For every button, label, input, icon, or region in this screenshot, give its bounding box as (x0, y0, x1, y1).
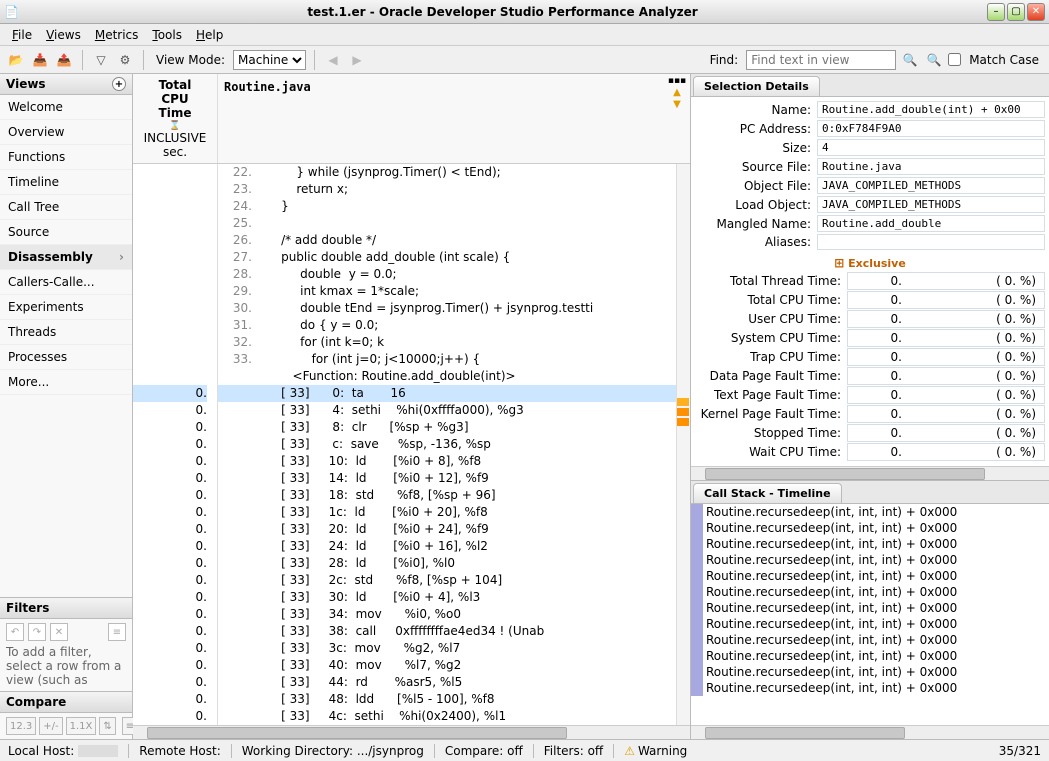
menu-help[interactable]: Help (190, 26, 229, 44)
status-warning[interactable]: ⚠Warning (624, 744, 687, 758)
status-wd: Working Directory: .../jsynprog (242, 744, 424, 758)
view-item-functions[interactable]: Functions (0, 145, 132, 170)
settings-icon[interactable]: ⚙ (115, 50, 135, 70)
view-item-callers-calle-[interactable]: Callers-Calle... (0, 270, 132, 295)
warning-icon: ⚠ (624, 744, 635, 758)
views-list: WelcomeOverviewFunctionsTimelineCall Tre… (0, 95, 132, 597)
views-add-button[interactable]: + (112, 77, 126, 91)
menu-tools[interactable]: Tools (146, 26, 188, 44)
callstack-row[interactable]: Routine.recursedeep(int, int, int) + 0x0… (691, 568, 1049, 584)
view-item-disassembly[interactable]: Disassembly› (0, 245, 132, 270)
filter-remove-icon[interactable]: ✕ (50, 623, 68, 641)
metric-values: 0.0.0.0.0.0.0.0.0.0.0.0.0.0.0.0.0.0.0.0.… (133, 164, 218, 725)
status-remotehost: Remote Host: (139, 744, 220, 758)
status-counter: 35/321 (999, 744, 1041, 758)
callstack-tab[interactable]: Call Stack - Timeline (693, 483, 842, 503)
callstack-row[interactable]: Routine.recursedeep(int, int, int) + 0x0… (691, 504, 1049, 520)
view-item-threads[interactable]: Threads (0, 320, 132, 345)
callstack-row[interactable]: Routine.recursedeep(int, int, int) + 0x0… (691, 648, 1049, 664)
code-area[interactable]: 22. } while (jsynprog.Timer() < tEnd);23… (218, 164, 676, 725)
nav-down-icon[interactable]: ▼ (673, 99, 681, 110)
open-icon[interactable]: 📂 (6, 50, 26, 70)
matchcase-checkbox[interactable] (948, 53, 961, 66)
status-filters: Filters: off (544, 744, 603, 758)
find-prev-icon[interactable]: 🔍 (900, 50, 920, 70)
viewmode-select[interactable]: Machine (233, 50, 306, 70)
app-icon: 📄 (4, 5, 20, 19)
callstack-row[interactable]: Routine.recursedeep(int, int, int) + 0x0… (691, 680, 1049, 696)
export-icon[interactable]: 📤 (54, 50, 74, 70)
view-item-overview[interactable]: Overview (0, 120, 132, 145)
views-header: Views + (0, 74, 132, 95)
find-label: Find: (706, 53, 743, 67)
callstack-row[interactable]: Routine.recursedeep(int, int, int) + 0x0… (691, 600, 1049, 616)
callstack-row[interactable]: Routine.recursedeep(int, int, int) + 0x0… (691, 632, 1049, 648)
filter-icon[interactable]: ▽ (91, 50, 111, 70)
compare-delta-button[interactable]: +/- (39, 717, 62, 735)
view-item-source[interactable]: Source (0, 220, 132, 245)
compare-body: 12.3 +/- 1.1X ⇅ ≡ (0, 713, 132, 739)
matchcase-label: Match Case (965, 53, 1043, 67)
callstack-body: Routine.recursedeep(int, int, int) + 0x0… (691, 504, 1049, 725)
view-item-timeline[interactable]: Timeline (0, 170, 132, 195)
find-input[interactable] (746, 50, 896, 70)
left-sidebar: Views + WelcomeOverviewFunctionsTimeline… (0, 74, 133, 739)
view-item-processes[interactable]: Processes (0, 345, 132, 370)
metric-header: Total CPU Time ⌛ INCLUSIVE sec. (133, 74, 218, 163)
callstack-row[interactable]: Routine.recursedeep(int, int, int) + 0x0… (691, 584, 1049, 600)
menu-metrics[interactable]: Metrics (89, 26, 145, 44)
filters-header-label: Filters (6, 601, 49, 615)
compare-ratio-button[interactable]: 1.1X (66, 717, 97, 735)
views-header-label: Views (6, 77, 46, 91)
view-item-experiments[interactable]: Experiments (0, 295, 132, 320)
find-next-icon[interactable]: 🔍 (924, 50, 944, 70)
callstack-row[interactable]: Routine.recursedeep(int, int, int) + 0x0… (691, 616, 1049, 632)
callstack-row[interactable]: Routine.recursedeep(int, int, int) + 0x0… (691, 664, 1049, 680)
status-localhost: Local Host: (8, 744, 74, 758)
view-item-welcome[interactable]: Welcome (0, 95, 132, 120)
menu-file[interactable]: File (6, 26, 38, 44)
localhost-value (78, 745, 118, 757)
titlebar: 📄 test.1.er - Oracle Developer Studio Pe… (0, 0, 1049, 24)
compare-header-label: Compare (6, 695, 66, 709)
col-menu-icon[interactable]: ▪▪▪ (668, 76, 686, 86)
callstack-row[interactable]: Routine.recursedeep(int, int, int) + 0x0… (691, 520, 1049, 536)
callstack-row[interactable]: Routine.recursedeep(int, int, int) + 0x0… (691, 552, 1049, 568)
filter-undo-icon[interactable]: ↶ (6, 623, 24, 641)
nav-back-icon[interactable]: ◀ (323, 50, 343, 70)
filter-redo-icon[interactable]: ↷ (28, 623, 46, 641)
selection-details-tab[interactable]: Selection Details (693, 76, 820, 96)
window-title: test.1.er - Oracle Developer Studio Perf… (20, 5, 985, 19)
nav-forward-icon[interactable]: ▶ (347, 50, 367, 70)
compare-abs-button[interactable]: 12.3 (6, 717, 36, 735)
menu-views[interactable]: Views (40, 26, 87, 44)
nav-up-icon[interactable]: ▲ (673, 87, 681, 98)
status-compare: Compare: off (445, 744, 523, 758)
details-hscroll[interactable] (691, 466, 1049, 480)
stack-hscroll[interactable] (691, 725, 1049, 739)
source-file-label: Routine.java (218, 74, 664, 163)
filters-header: Filters (0, 598, 132, 619)
disassembly-panel: Total CPU Time ⌛ INCLUSIVE sec. Routine.… (133, 74, 691, 739)
add-icon[interactable]: 📥 (30, 50, 50, 70)
menubar: FileViewsMetricsToolsHelp (0, 24, 1049, 46)
compare-header: Compare (0, 692, 132, 713)
minimize-button[interactable]: – (987, 3, 1005, 21)
overview-gutter[interactable] (676, 164, 690, 725)
selection-details-body: Name:Routine.add_double(int) + 0x00PC Ad… (691, 97, 1049, 466)
callstack-row[interactable]: Routine.recursedeep(int, int, int) + 0x0… (691, 536, 1049, 552)
right-sidebar: Selection Details Name:Routine.add_doubl… (691, 74, 1049, 739)
close-button[interactable]: ✕ (1027, 3, 1045, 21)
viewmode-label: View Mode: (152, 53, 229, 67)
toolbar: 📂 📥 📤 ▽ ⚙ View Mode: Machine ◀ ▶ Find: 🔍… (0, 46, 1049, 74)
filter-menu-icon[interactable]: ≡ (108, 623, 126, 641)
statusbar: Local Host: Remote Host: Working Directo… (0, 739, 1049, 761)
compare-sort-button[interactable]: ⇅ (99, 717, 115, 735)
view-item-call-tree[interactable]: Call Tree (0, 195, 132, 220)
view-item-more-[interactable]: More... (0, 370, 132, 395)
filters-hint: To add a filter, select a row from a vie… (6, 645, 126, 687)
code-hscroll[interactable] (133, 725, 690, 739)
maximize-button[interactable]: ▢ (1007, 3, 1025, 21)
